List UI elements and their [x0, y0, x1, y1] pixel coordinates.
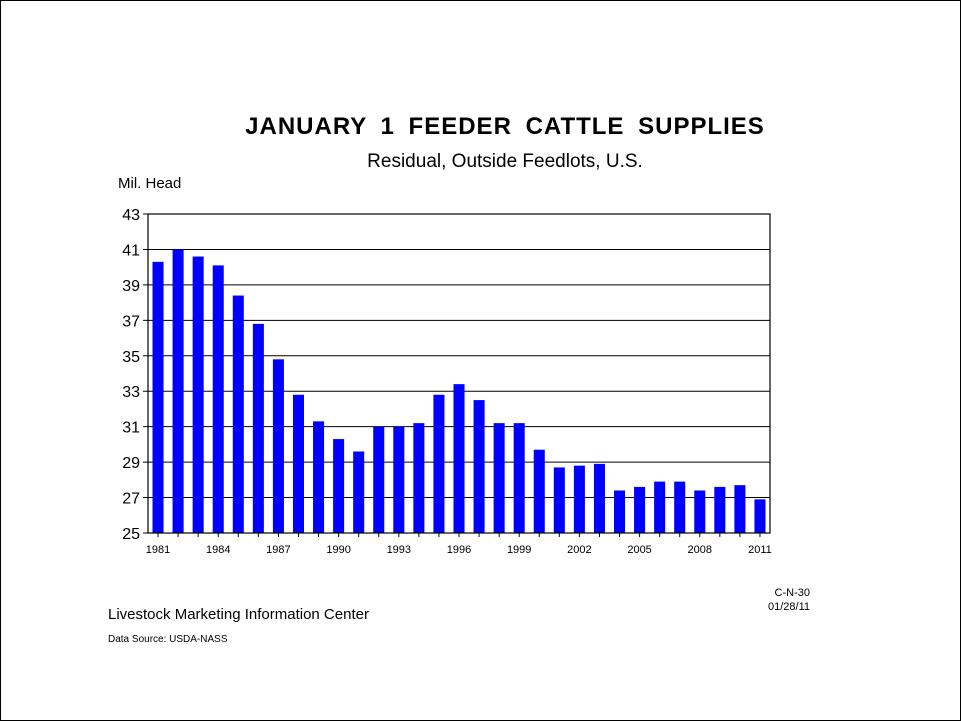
y-tick-label: 43	[122, 207, 140, 224]
x-tick-label: 1993	[387, 544, 411, 556]
x-tick-label: 2008	[688, 544, 712, 556]
bar	[734, 485, 746, 533]
x-tick-label: 1996	[447, 544, 471, 556]
y-tick-label: 33	[122, 384, 140, 401]
y-tick-label: 25	[122, 526, 140, 543]
bar	[433, 394, 445, 533]
bar	[192, 256, 204, 533]
bar	[513, 423, 525, 533]
x-tick-label: 1984	[206, 544, 230, 556]
bars	[152, 249, 766, 533]
x-tick-label: 1999	[507, 544, 531, 556]
bar	[533, 449, 545, 533]
bar	[172, 249, 184, 533]
x-tick-label: 1987	[266, 544, 290, 556]
bar	[152, 261, 164, 533]
organization-name: Livestock Marketing Information Center	[108, 606, 369, 623]
y-tick-label: 31	[122, 420, 140, 437]
axis-ticks: 25 27 29 31 33 35 37 39 41 43 1981 1984 1987 1990 1993…	[122, 207, 772, 556]
bar	[413, 423, 425, 533]
bar	[694, 490, 706, 533]
bar	[353, 451, 365, 533]
y-tick-label: 27	[122, 491, 140, 508]
bar	[553, 467, 565, 533]
bar	[593, 463, 605, 533]
bar	[333, 439, 345, 533]
bar	[373, 426, 385, 533]
bar	[493, 423, 505, 533]
bar	[674, 481, 686, 533]
chart-code: C-N-30	[774, 587, 810, 599]
x-tick-label: 2005	[627, 544, 651, 556]
y-tick-label: 29	[122, 455, 140, 472]
bar	[292, 394, 305, 533]
bar	[634, 486, 646, 533]
chart-date: 01/28/11	[767, 601, 810, 613]
x-tick-label: 1981	[146, 544, 170, 556]
x-tick-label: 2011	[748, 544, 772, 556]
bar	[613, 490, 626, 533]
bar	[654, 481, 666, 533]
bar	[212, 265, 224, 533]
bar	[313, 421, 325, 533]
bar	[252, 323, 264, 533]
x-tick-label: 2002	[567, 544, 591, 556]
bar	[573, 465, 585, 533]
x-tick-label: 1990	[326, 544, 350, 556]
data-source: Data Source: USDA-NASS	[108, 634, 228, 645]
bar	[754, 499, 766, 533]
bar	[714, 486, 726, 533]
y-tick-label: 37	[122, 313, 140, 330]
bar	[473, 400, 485, 533]
y-axis-label: Mil. Head	[118, 175, 182, 192]
y-tick-label: 41	[122, 242, 140, 259]
chart-subtitle: Residual, Outside Feedlots, U.S.	[367, 151, 643, 172]
bar	[272, 359, 284, 533]
chart-title: JANUARY 1 FEEDER CATTLE SUPPLIES	[245, 113, 765, 140]
bar	[232, 295, 244, 533]
y-tick-label: 39	[122, 278, 140, 295]
bar	[453, 384, 465, 533]
bar	[393, 426, 405, 533]
y-tick-label: 35	[122, 349, 140, 366]
